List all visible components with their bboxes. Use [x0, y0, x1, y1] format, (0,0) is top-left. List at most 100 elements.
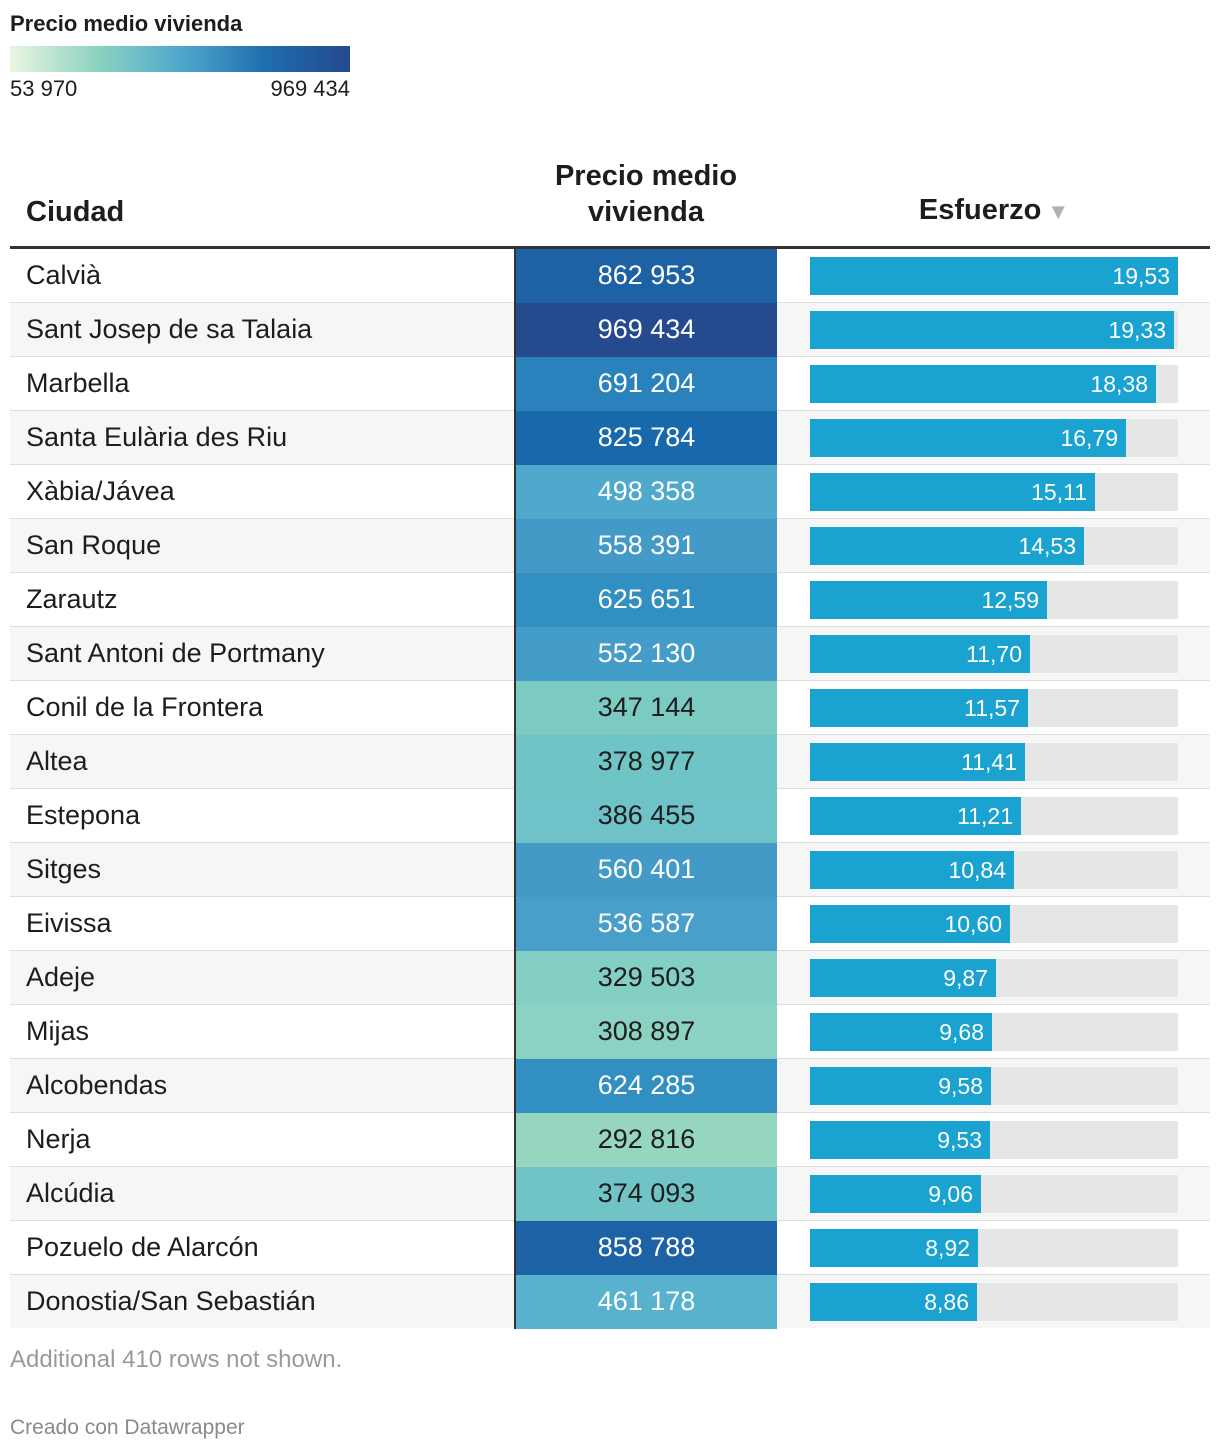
effort-value-label: 11,41	[961, 749, 1017, 775]
city-cell: Sant Josep de sa Talaia	[26, 314, 313, 344]
table-row: Calvià 862 953 19,53	[10, 249, 1210, 303]
sort-desc-icon[interactable]: ▼	[1047, 199, 1070, 224]
data-table: Ciudad Precio medio vivienda Esfuerzo ▼ C…	[10, 150, 1210, 1329]
effort-bar-track: 10,84	[810, 851, 1178, 889]
effort-bar-track: 9,68	[810, 1013, 1178, 1051]
effort-bar	[810, 959, 996, 997]
price-cell: 374 093	[514, 1167, 777, 1221]
effort-bar-track: 8,92	[810, 1229, 1178, 1267]
price-cell: 560 401	[514, 843, 777, 897]
header-city[interactable]: Ciudad	[26, 196, 125, 228]
effort-bar	[810, 1121, 990, 1159]
effort-bar-track: 9,58	[810, 1067, 1178, 1105]
effort-value-label: 14,53	[1018, 533, 1076, 559]
credit-footer[interactable]: Creado con Datawrapper	[10, 1416, 245, 1439]
effort-value-label: 11,70	[966, 641, 1022, 667]
effort-bar-track: 11,70	[810, 635, 1178, 673]
effort-bar-track: 12,59	[810, 581, 1178, 619]
legend-gradient-bar	[10, 46, 350, 72]
effort-bar-track: 19,53	[810, 257, 1178, 295]
table-row: Sitges 560 401 10,84	[10, 843, 1210, 897]
price-cell: 386 455	[514, 789, 777, 843]
table-row: Xàbia/Jávea 498 358 15,11	[10, 465, 1210, 519]
effort-bar-track: 19,33	[810, 311, 1178, 349]
city-cell: Estepona	[26, 800, 141, 830]
effort-value-label: 11,21	[957, 803, 1013, 829]
table-notes: Additional 410 rows not shown.	[10, 1346, 343, 1373]
table-row: Altea 378 977 11,41	[10, 735, 1210, 789]
city-cell: San Roque	[26, 530, 162, 560]
effort-bar	[810, 1283, 977, 1321]
effort-value-label: 10,60	[944, 911, 1002, 937]
city-cell: Sant Antoni de Portmany	[26, 638, 325, 668]
legend-min-label: 53 970	[10, 76, 78, 101]
effort-bar	[810, 581, 1047, 619]
city-cell: Nerja	[26, 1124, 91, 1154]
table-row: Alcobendas 624 285 9,58	[10, 1059, 1210, 1113]
effort-bar	[810, 1067, 991, 1105]
price-cell: 536 587	[514, 897, 777, 951]
effort-bar-track: 15,11	[810, 473, 1178, 511]
price-cell: 378 977	[514, 735, 777, 789]
table-row: Zarautz 625 651 12,59	[10, 573, 1210, 627]
table-row: Estepona 386 455 11,21	[10, 789, 1210, 843]
city-cell: Xàbia/Jávea	[26, 476, 175, 506]
effort-value-label: 12,59	[981, 587, 1039, 613]
header-effort[interactable]: Esfuerzo ▼	[810, 192, 1178, 230]
effort-value-label: 8,92	[925, 1235, 970, 1261]
price-cell: 329 503	[514, 951, 777, 1005]
table-row: Marbella 691 204 18,38	[10, 357, 1210, 411]
price-cell: 624 285	[514, 1059, 777, 1113]
city-cell: Alcobendas	[26, 1070, 168, 1100]
effort-value-label: 10,84	[948, 857, 1006, 883]
effort-value-label: 19,33	[1108, 317, 1166, 343]
city-cell: Marbella	[26, 368, 130, 398]
table-row: Nerja 292 816 9,53	[10, 1113, 1210, 1167]
price-cell: 625 651	[514, 573, 777, 627]
price-cell: 825 784	[514, 411, 777, 465]
table-row: Pozuelo de Alarcón 858 788 8,92	[10, 1221, 1210, 1275]
effort-bar-track: 9,87	[810, 959, 1178, 997]
table-row: Mijas 308 897 9,68	[10, 1005, 1210, 1059]
table-row: Sant Antoni de Portmany 552 130 11,70	[10, 627, 1210, 681]
price-cell: 691 204	[514, 357, 777, 411]
table-row: Donostia/San Sebastián 461 178 8,86	[10, 1275, 1210, 1329]
header-effort-label: Esfuerzo	[918, 194, 1042, 226]
price-cell: 498 358	[514, 465, 777, 519]
effort-bar-track: 14,53	[810, 527, 1178, 565]
effort-value-label: 15,11	[1031, 479, 1087, 505]
effort-value-label: 9,68	[939, 1019, 984, 1045]
table-row: Santa Eulària des Riu 825 784 16,79	[10, 411, 1210, 465]
city-cell: Pozuelo de Alarcón	[26, 1232, 259, 1262]
price-cell: 308 897	[514, 1005, 777, 1059]
table-row: San Roque 558 391 14,53	[10, 519, 1210, 573]
price-cell: 552 130	[514, 627, 777, 681]
effort-bar	[810, 473, 1095, 511]
city-cell: Donostia/San Sebastián	[26, 1286, 316, 1316]
price-cell: 862 953	[514, 249, 777, 303]
effort-bar	[810, 1013, 992, 1051]
city-cell: Alcúdia	[26, 1178, 115, 1208]
effort-bar-track: 16,79	[810, 419, 1178, 457]
city-cell: Sitges	[26, 854, 102, 884]
header-price[interactable]: Precio medio vivienda	[515, 158, 777, 230]
effort-bar-track: 18,38	[810, 365, 1178, 403]
effort-bar-track: 11,41	[810, 743, 1178, 781]
effort-bar	[810, 311, 1174, 349]
table-row: Conil de la Frontera 347 144 11,57	[10, 681, 1210, 735]
header-price-line2: vivienda	[587, 196, 705, 228]
price-cell: 858 788	[514, 1221, 777, 1275]
effort-value-label: 9,87	[943, 965, 988, 991]
effort-bar	[810, 1175, 981, 1213]
price-cell: 347 144	[514, 681, 777, 735]
effort-bar	[810, 689, 1028, 727]
effort-bar	[810, 257, 1178, 295]
effort-bar-track: 10,60	[810, 905, 1178, 943]
city-cell: Conil de la Frontera	[26, 692, 264, 722]
legend-max-label: 969 434	[270, 76, 350, 101]
city-cell: Eivissa	[26, 908, 112, 938]
table-row: Eivissa 536 587 10,60	[10, 897, 1210, 951]
effort-value-label: 11,57	[964, 695, 1020, 721]
city-cell: Zarautz	[26, 584, 118, 614]
effort-bar	[810, 797, 1021, 835]
